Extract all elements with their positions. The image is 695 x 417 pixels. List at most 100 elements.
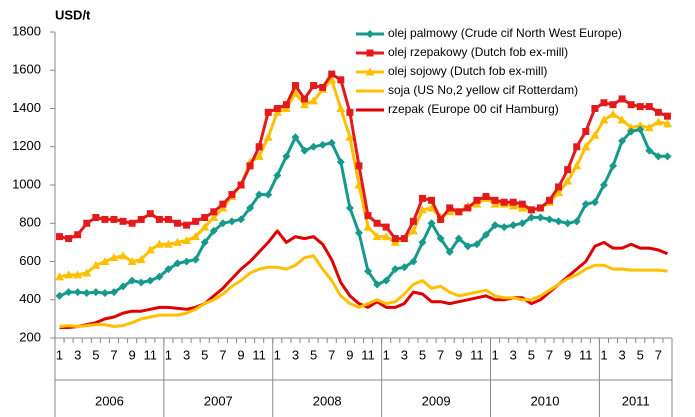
point (91, 288, 100, 297)
point (209, 226, 218, 235)
point (381, 232, 391, 241)
point (109, 288, 118, 297)
point (590, 198, 599, 207)
y-tick-label: 1200 (12, 138, 41, 153)
point (564, 166, 572, 174)
point (155, 215, 163, 223)
x-tick-label: 9 (129, 347, 136, 362)
point (119, 217, 127, 225)
point (427, 219, 436, 228)
point (500, 223, 509, 232)
point (173, 259, 182, 268)
point (119, 282, 128, 291)
point (364, 212, 372, 220)
point (455, 208, 463, 216)
x-tick-label: 1 (383, 347, 390, 362)
point (137, 215, 145, 223)
point (582, 127, 590, 135)
point (472, 240, 481, 249)
chart-title: USD/t (55, 7, 91, 22)
point (100, 289, 109, 298)
point (146, 276, 155, 285)
x-tick-label: 7 (219, 347, 226, 362)
x-tick-label: 7 (546, 347, 553, 362)
legend-label: rzepak (Europe 00 cif Hamburg) (388, 102, 559, 116)
point (428, 196, 436, 204)
x-tick-label: 7 (328, 347, 335, 362)
x-tick-label: 1 (274, 347, 281, 362)
point (172, 237, 182, 246)
point (473, 196, 481, 204)
x-tick-label: 11 (361, 347, 375, 362)
point (182, 235, 192, 244)
point (573, 143, 581, 151)
point (627, 101, 635, 109)
point (545, 215, 554, 224)
point (382, 223, 390, 231)
point (400, 235, 408, 243)
y-tick-label: 1000 (12, 176, 41, 191)
x-group-label: 2011 (622, 393, 650, 408)
x-tick-label: 7 (437, 347, 444, 362)
point (636, 125, 645, 134)
point (446, 204, 454, 212)
point (355, 162, 363, 170)
y-tick-label: 1600 (12, 62, 41, 77)
point (572, 161, 582, 170)
point (136, 255, 146, 264)
y-tick-label: 400 (19, 291, 41, 306)
series-line (59, 254, 668, 328)
point (600, 99, 608, 107)
point (309, 96, 319, 105)
x-tick-label: 11 (252, 347, 266, 362)
point (264, 190, 273, 199)
x-tick-label: 3 (183, 347, 190, 362)
x-tick-label: 9 (237, 347, 244, 362)
point (663, 152, 672, 161)
point (210, 208, 218, 216)
point (554, 217, 563, 226)
point (418, 194, 426, 202)
point (618, 95, 626, 103)
y-tick-label: 1800 (12, 23, 41, 38)
x-tick-label: 3 (401, 347, 408, 362)
point (546, 196, 554, 204)
x-tick-label: 3 (618, 347, 625, 362)
point (563, 219, 572, 228)
point (328, 70, 336, 78)
x-tick-label: 5 (528, 347, 535, 362)
point (662, 119, 672, 128)
point (101, 215, 109, 223)
point (182, 257, 191, 266)
point (337, 76, 345, 84)
point (128, 219, 136, 227)
y-tick-label: 1400 (12, 100, 41, 115)
point (509, 198, 517, 206)
point (64, 270, 74, 279)
y-tick-label: 800 (19, 215, 41, 230)
point (354, 228, 363, 237)
x-tick-label: 11 (579, 347, 593, 362)
point (645, 103, 653, 111)
point (590, 130, 600, 139)
point (555, 183, 563, 191)
point (92, 214, 100, 222)
point (201, 214, 209, 222)
point (345, 203, 354, 212)
point (237, 181, 245, 189)
point (55, 272, 65, 281)
point (581, 200, 590, 209)
point (200, 222, 210, 231)
point (653, 117, 663, 126)
point (327, 75, 337, 84)
point (137, 278, 146, 287)
point (518, 200, 526, 208)
x-tick-label: 7 (110, 347, 117, 362)
point (219, 200, 227, 208)
point (618, 137, 627, 146)
point (128, 276, 137, 285)
point (191, 255, 200, 264)
x-tick-label: 3 (74, 347, 81, 362)
point (364, 267, 373, 276)
x-tick-label: 1 (491, 347, 498, 362)
